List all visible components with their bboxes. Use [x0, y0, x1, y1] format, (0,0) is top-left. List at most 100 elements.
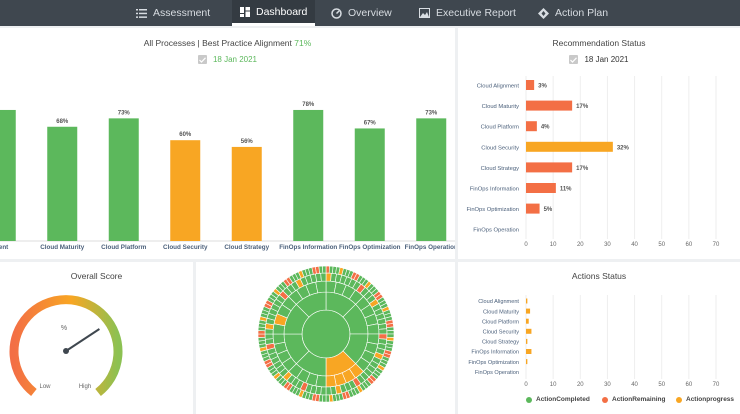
- recommendation-date-filter[interactable]: 18 Jan 2021: [458, 55, 740, 64]
- bar-segment: [526, 318, 529, 324]
- gauge-unit: %: [61, 325, 67, 332]
- y-tick-label: FinOps Operation: [473, 228, 519, 234]
- legend-label: ActionRemaining: [612, 396, 666, 403]
- y-tick-label: Cloud Alignment: [478, 299, 519, 305]
- compass-icon: [538, 7, 549, 19]
- y-tick-label: Cloud Security: [483, 330, 520, 336]
- recommendation-title: Recommendation Status: [552, 38, 646, 48]
- bar-value-label: 56%: [241, 139, 254, 145]
- top-navigation: Assessment Dashboard Overview Executive …: [0, 0, 740, 26]
- nav-assessment-label: Assessment: [153, 7, 211, 19]
- legend-label: ActionCompleted: [536, 396, 590, 403]
- bar: [526, 100, 573, 111]
- checkbox-icon[interactable]: [197, 55, 207, 64]
- list-icon: [136, 8, 147, 18]
- sunburst-ring2-segment: [315, 280, 327, 294]
- y-tick-label: FinOps Information: [471, 350, 519, 356]
- nav-dashboard[interactable]: Dashboard: [232, 0, 316, 26]
- x-tick-label: 0: [524, 382, 528, 388]
- recommendation-panel: Recommendation Status 18 Jan 2021 0 10 20 3…: [458, 28, 740, 259]
- bar: [526, 121, 537, 132]
- x-tick-label: FinOps Information: [279, 244, 337, 251]
- bar: [526, 203, 540, 214]
- x-tick-label: 30: [604, 242, 611, 248]
- actions-title: Actions Status: [571, 271, 627, 281]
- bar-value-label: 5%: [544, 207, 553, 213]
- bar: [170, 140, 201, 241]
- y-tick-label: Cloud Strategy: [481, 166, 519, 172]
- actions-panel: Actions Status 0 10 20 30 40 50 60 70 Cloud Alig…: [458, 262, 740, 414]
- nav-dashboard-label: Dashboard: [256, 5, 308, 18]
- nav-overview-label: Overview: [348, 7, 392, 19]
- legend-action-completed[interactable]: ActionCompleted: [526, 396, 590, 403]
- sunburst-ring2-segment: [272, 333, 286, 345]
- overall-score-title: Overall Score: [70, 271, 123, 281]
- nav-executive-report-label: Executive Report: [436, 7, 516, 19]
- nav-executive-report[interactable]: Executive Report: [419, 0, 516, 26]
- grid-icon: [240, 6, 250, 17]
- legend-dot: [526, 396, 532, 403]
- alignment-date-filter[interactable]: 18 Jan 2021: [0, 55, 455, 64]
- bar-segment: [526, 308, 531, 314]
- y-tick-label: Cloud Alignment: [477, 84, 520, 90]
- nav-action-plan-label: Action Plan: [555, 7, 609, 19]
- bar: [293, 109, 324, 242]
- alignment-title-text: All Processes | Best Practice Alignment: [143, 38, 292, 48]
- x-tick-label: FinOps Operation: [405, 244, 455, 251]
- nav-assessment[interactable]: Assessment: [136, 0, 210, 26]
- x-tick-label: Cloud Maturity: [40, 244, 85, 251]
- y-tick-label: Cloud Security: [481, 145, 519, 151]
- x-tick-label: 20: [577, 382, 584, 388]
- legend-action-progress[interactable]: Actionprogress: [676, 396, 734, 403]
- bar-value-label: 78%: [302, 102, 315, 108]
- sunburst-ring3-segment: [315, 272, 322, 283]
- bar: [526, 183, 556, 193]
- bar: [526, 141, 613, 152]
- bar: [526, 80, 535, 90]
- bar-value-label: 17%: [576, 104, 589, 110]
- gauge-low-label: Low: [39, 384, 51, 390]
- x-tick-label: 40: [631, 242, 638, 248]
- gauge-hub: [63, 348, 69, 354]
- x-tick-label: Cloud Strategy: [224, 244, 269, 251]
- x-tick-label: 10: [550, 242, 557, 248]
- legend-dot: [676, 396, 682, 403]
- bar-value-label: 60%: [179, 132, 192, 138]
- x-tick-label: 70: [713, 382, 720, 388]
- sunburst-ring4-segment: [386, 330, 395, 335]
- image-icon: [419, 8, 430, 18]
- sunburst-ring2-segment: [325, 374, 337, 388]
- bar-value-label: 73%: [118, 110, 131, 116]
- checkbox-icon[interactable]: [569, 55, 579, 64]
- x-tick-label: FinOps Optimization: [339, 244, 401, 251]
- alignment-title: All Processes | Best Practice Alignment …: [0, 38, 455, 48]
- nav-action-plan[interactable]: Action Plan: [538, 0, 608, 26]
- sunburst-chart: [257, 265, 395, 403]
- y-tick-label: FinOps Information: [470, 187, 519, 193]
- x-tick-label: 50: [658, 242, 665, 248]
- x-tick-label: 10: [550, 382, 557, 388]
- recommendation-date: 18 Jan 2021: [584, 55, 629, 64]
- x-tick-label: 70: [713, 242, 720, 248]
- sunburst-ring3-segment: [264, 338, 275, 345]
- bar-value-label: 4%: [541, 125, 550, 131]
- sunburst-ring3-segment: [378, 328, 388, 335]
- alignment-percent: 71%: [294, 38, 312, 48]
- gauge-arc: [9, 295, 123, 397]
- legend-action-remaining[interactable]: ActionRemaining: [602, 396, 665, 403]
- y-tick-label: FinOps Operation: [475, 370, 519, 376]
- overall-score-panel: Overall Score % Low High: [0, 262, 193, 414]
- x-tick-label: 60: [686, 242, 693, 248]
- actions-bar-chart: 0 10 20 30 40 50 60 70 Cloud Alignment Cloud Matu…: [468, 295, 720, 388]
- bar-value-label: 68%: [56, 119, 69, 125]
- y-tick-label: FinOps Optimization: [466, 207, 519, 213]
- sunburst-ring4-segment: [325, 394, 330, 403]
- x-tick-label: 20: [577, 242, 584, 248]
- sunburst-ring3-segment: [330, 385, 337, 396]
- bar-value-label: 73%: [425, 110, 438, 116]
- nav-overview[interactable]: Overview: [331, 0, 392, 26]
- x-tick-label: Cloud Security: [163, 244, 208, 251]
- sunburst-ring3-segment: [325, 386, 332, 396]
- bar: [47, 126, 78, 241]
- bar-segment: [526, 338, 528, 344]
